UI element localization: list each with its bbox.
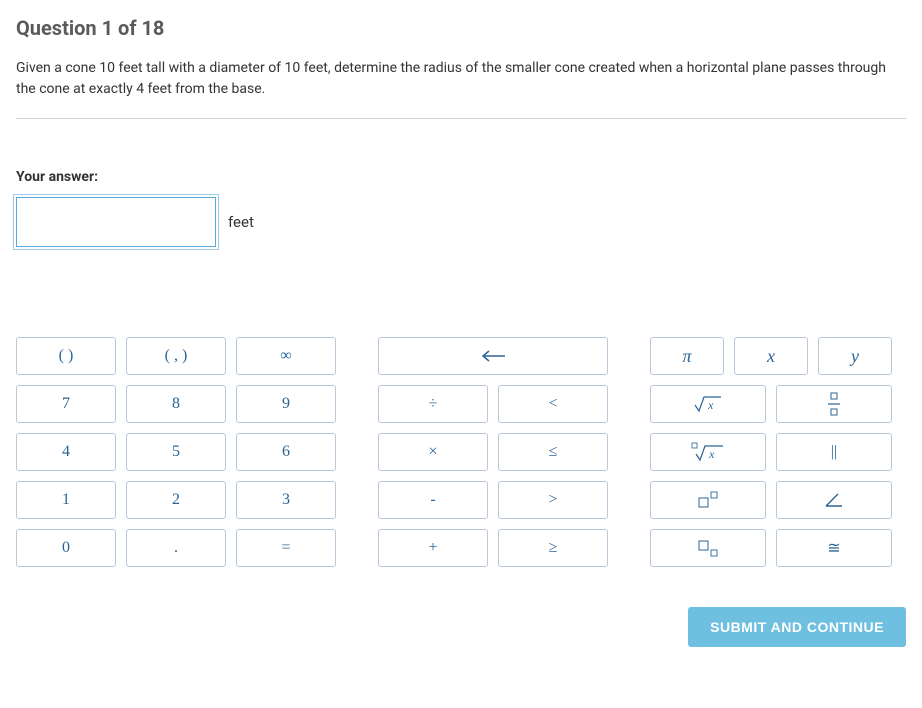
answer-label: Your answer: xyxy=(16,169,906,185)
divider xyxy=(16,118,906,119)
key-7[interactable]: 7 xyxy=(16,385,116,423)
key-sqrt[interactable]: x xyxy=(650,385,766,423)
keypad-operators: ÷ < × ≤ - > + ≥ xyxy=(378,337,608,567)
sqrt-icon: x xyxy=(693,395,723,413)
key-9[interactable]: 9 xyxy=(236,385,336,423)
question-title: Question 1 of 18 xyxy=(16,16,906,40)
key-greater[interactable]: > xyxy=(498,481,608,519)
key-subscript[interactable] xyxy=(650,529,766,567)
arrow-left-icon xyxy=(479,350,507,362)
nthroot-icon: x xyxy=(691,442,725,462)
key-dot[interactable]: . xyxy=(126,529,226,567)
svg-text:x: x xyxy=(707,398,714,412)
submit-button[interactable]: SUBMIT AND CONTINUE xyxy=(688,607,906,647)
angle-icon xyxy=(824,492,844,508)
key-2[interactable]: 2 xyxy=(126,481,226,519)
key-5[interactable]: 5 xyxy=(126,433,226,471)
key-0[interactable]: 0 xyxy=(16,529,116,567)
key-4[interactable]: 4 xyxy=(16,433,116,471)
key-3[interactable]: 3 xyxy=(236,481,336,519)
key-approx[interactable]: ≅ xyxy=(776,529,892,567)
answer-row: feet xyxy=(16,197,906,247)
key-less[interactable]: < xyxy=(498,385,608,423)
key-power[interactable] xyxy=(650,481,766,519)
key-tuple[interactable]: ( , ) xyxy=(126,337,226,375)
keypad-symbols: π x y x xyxy=(650,337,892,567)
key-pi[interactable]: π xyxy=(650,337,724,375)
key-fraction[interactable] xyxy=(776,385,892,423)
key-times[interactable]: × xyxy=(378,433,488,471)
fraction-icon xyxy=(827,392,841,416)
key-6[interactable]: 6 xyxy=(236,433,336,471)
key-le[interactable]: ≤ xyxy=(498,433,608,471)
keypad: ( ) ( , ) ∞ 7 8 9 4 5 6 1 2 3 0 . = ÷ < … xyxy=(16,337,906,567)
power-icon xyxy=(697,491,719,509)
question-text: Given a cone 10 feet tall with a diamete… xyxy=(16,58,906,100)
key-parens[interactable]: ( ) xyxy=(16,337,116,375)
keypad-numbers: ( ) ( , ) ∞ 7 8 9 4 5 6 1 2 3 0 . = xyxy=(16,337,336,567)
key-1[interactable]: 1 xyxy=(16,481,116,519)
key-backspace[interactable] xyxy=(378,337,608,375)
key-y[interactable]: y xyxy=(818,337,892,375)
key-infinity[interactable]: ∞ xyxy=(236,337,336,375)
answer-input[interactable] xyxy=(16,197,216,247)
key-8[interactable]: 8 xyxy=(126,385,226,423)
key-ge[interactable]: ≥ xyxy=(498,529,608,567)
key-x[interactable]: x xyxy=(734,337,808,375)
key-angle[interactable] xyxy=(776,481,892,519)
key-minus[interactable]: - xyxy=(378,481,488,519)
key-nthroot[interactable]: x xyxy=(650,433,766,471)
key-abs[interactable]: || xyxy=(776,433,892,471)
submit-row: SUBMIT AND CONTINUE xyxy=(16,607,906,647)
subscript-icon xyxy=(697,539,719,557)
svg-text:x: x xyxy=(708,447,715,461)
key-divide[interactable]: ÷ xyxy=(378,385,488,423)
key-plus[interactable]: + xyxy=(378,529,488,567)
key-equals[interactable]: = xyxy=(236,529,336,567)
answer-unit: feet xyxy=(228,213,254,231)
